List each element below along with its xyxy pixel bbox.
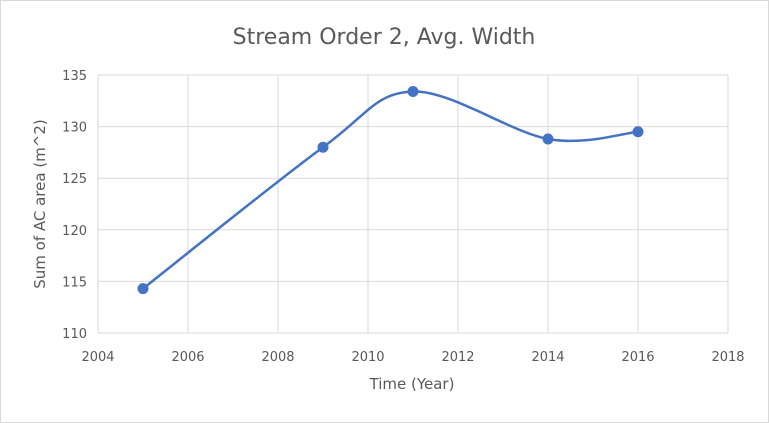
data-point: [317, 141, 329, 153]
y-tick-label: 120: [62, 224, 87, 239]
x-tick-label: 2006: [171, 350, 204, 365]
y-axis-label: Sum of AC area (m^2): [31, 119, 49, 289]
data-point: [137, 283, 149, 295]
x-tick-labels: 2004 2006 2008 2010 2012 2014 2016 2018: [81, 350, 744, 365]
y-tick-label: 125: [62, 172, 87, 187]
x-tick-label: 2018: [711, 350, 744, 365]
x-tick-label: 2012: [441, 350, 474, 365]
x-tick-label: 2014: [531, 350, 564, 365]
data-point: [407, 86, 419, 98]
chart-title: Stream Order 2, Avg. Width: [233, 25, 536, 50]
x-tick-label: 2016: [621, 350, 654, 365]
y-tick-label: 135: [62, 69, 87, 84]
x-tick-label: 2010: [351, 350, 384, 365]
x-tick-label: 2008: [261, 350, 294, 365]
y-tick-label: 110: [62, 327, 87, 342]
x-axis-label: Time (Year): [369, 375, 455, 393]
series-line: [141, 90, 640, 290]
x-tick-label: 2004: [81, 350, 114, 365]
series-group: [137, 86, 644, 295]
data-point: [632, 126, 644, 138]
data-point: [542, 133, 554, 145]
gridlines: [97, 74, 729, 334]
y-tick-label: 130: [62, 121, 87, 136]
y-tick-label: 115: [62, 275, 87, 290]
y-tick-labels: 110 115 120 125 130 135: [62, 69, 87, 342]
